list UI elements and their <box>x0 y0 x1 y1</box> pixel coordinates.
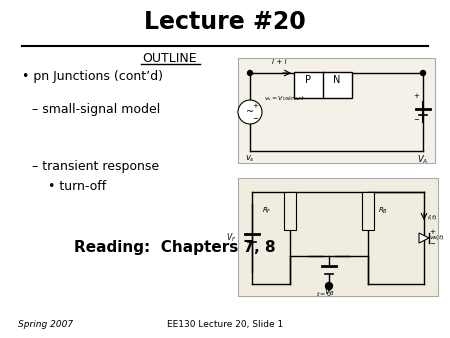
Text: N: N <box>333 75 341 85</box>
Text: $R_B$: $R_B$ <box>378 206 388 216</box>
Text: I + i: I + i <box>272 59 287 65</box>
Circle shape <box>325 283 333 290</box>
Text: • pn Junctions (cont’d): • pn Junctions (cont’d) <box>22 70 163 83</box>
Circle shape <box>248 71 252 75</box>
Text: EE130 Lecture 20, Slide 1: EE130 Lecture 20, Slide 1 <box>167 320 283 329</box>
Text: Lecture #20: Lecture #20 <box>144 10 306 34</box>
Text: +: + <box>252 103 258 109</box>
Bar <box>362 192 374 230</box>
Text: P: P <box>305 75 311 85</box>
Text: ~: ~ <box>246 107 254 117</box>
Text: $v_A(t)$: $v_A(t)$ <box>429 234 445 242</box>
Text: $V_F$: $V_F$ <box>225 232 236 244</box>
Bar <box>238 58 435 163</box>
Bar <box>294 72 352 98</box>
Text: −: − <box>413 117 419 123</box>
Text: – small-signal model: – small-signal model <box>32 103 160 116</box>
Text: Reading:  Chapters 7, 8: Reading: Chapters 7, 8 <box>74 240 276 255</box>
Text: +: + <box>429 229 435 235</box>
Text: OUTLINE: OUTLINE <box>143 52 197 65</box>
Text: $V_A$: $V_A$ <box>417 154 429 167</box>
Text: $R_F$: $R_F$ <box>262 206 272 216</box>
Text: +: + <box>413 93 419 99</box>
Text: $v_s$: $v_s$ <box>245 154 255 165</box>
Polygon shape <box>419 233 429 243</box>
Text: $i(t)$: $i(t)$ <box>427 214 437 222</box>
Text: • turn-off: • turn-off <box>48 180 106 193</box>
Bar <box>238 178 438 296</box>
Bar <box>284 192 296 230</box>
Text: $V_B$: $V_B$ <box>324 286 334 298</box>
Circle shape <box>420 71 426 75</box>
Text: −: − <box>252 116 258 122</box>
Circle shape <box>238 100 262 124</box>
Text: $t = 0$: $t = 0$ <box>316 290 332 298</box>
Text: – transient response: – transient response <box>32 160 159 173</box>
Text: Spring 2007: Spring 2007 <box>18 320 73 329</box>
Text: −: − <box>429 241 435 247</box>
Text: $v_s = V_0\sin\omega t$: $v_s = V_0\sin\omega t$ <box>264 94 305 103</box>
